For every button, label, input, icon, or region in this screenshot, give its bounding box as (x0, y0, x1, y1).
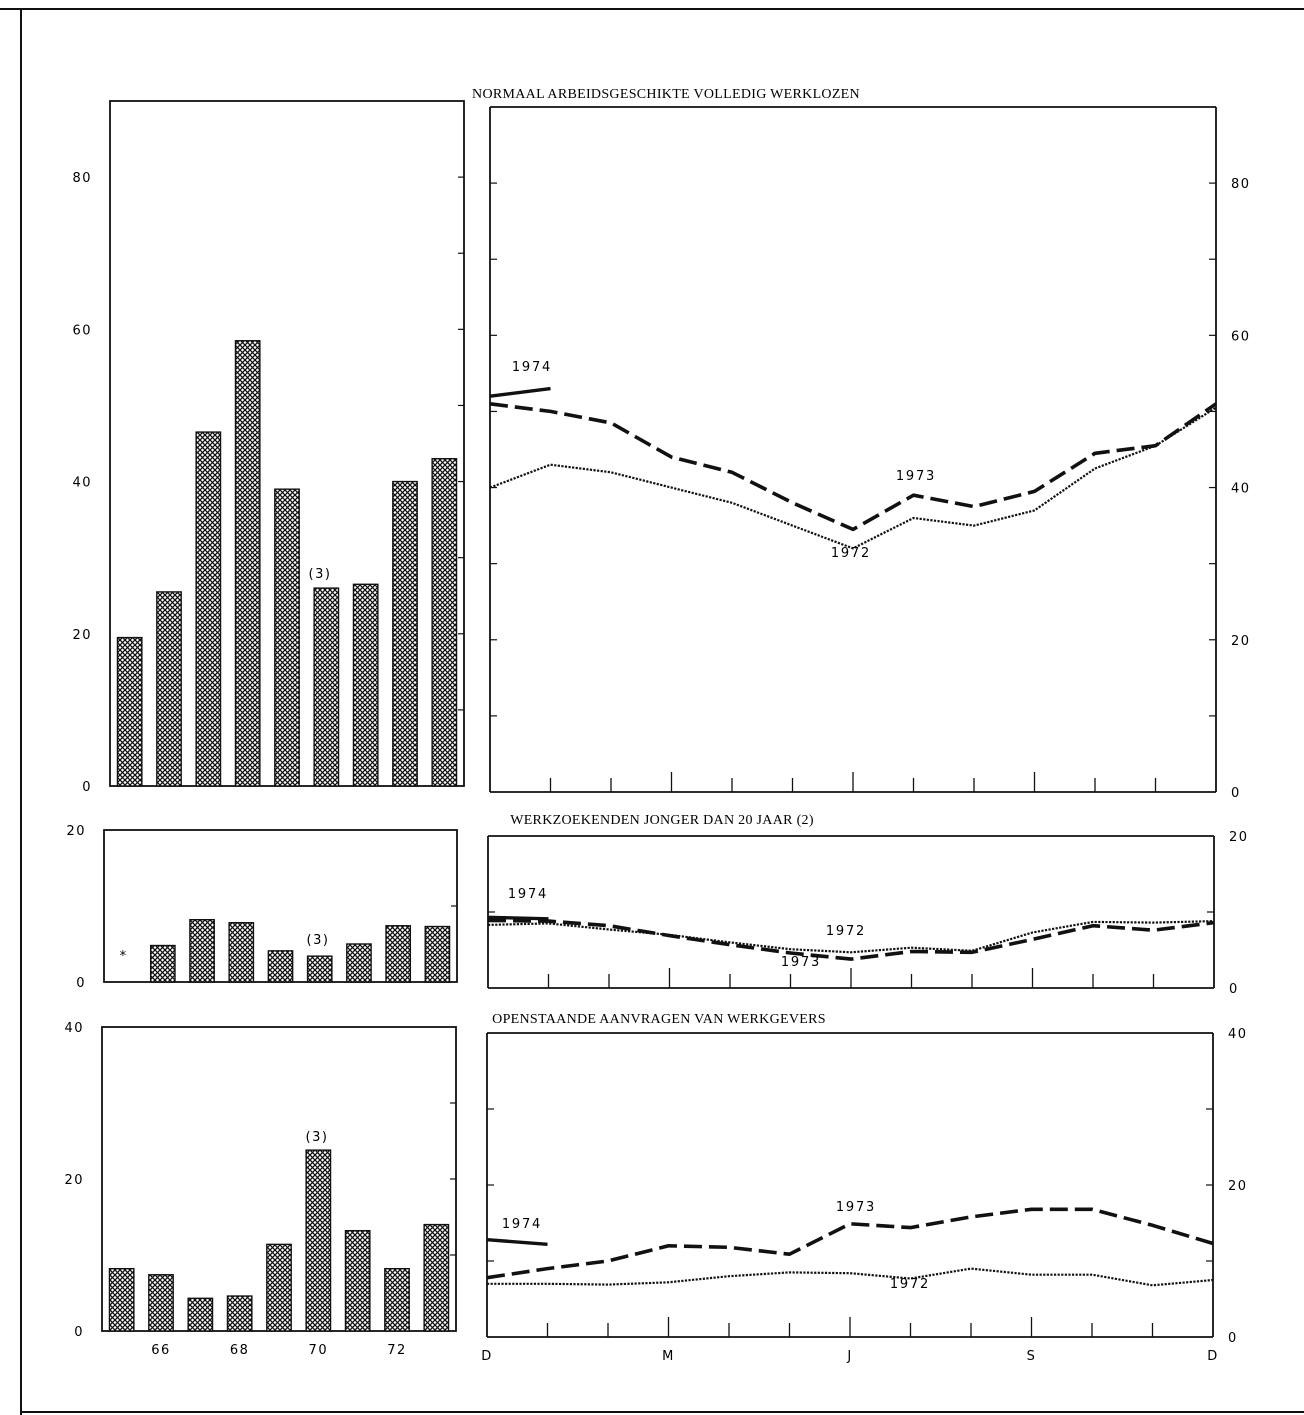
bar-71 (352, 583, 379, 787)
annual-y-tick-label: 40 (72, 476, 92, 491)
month-label: M (662, 1349, 675, 1364)
bar-annotation: (3) (306, 1130, 329, 1145)
annual-y-tick-label: 20 (72, 628, 92, 643)
bar-65 (108, 1267, 135, 1332)
bar-69 (274, 488, 300, 787)
series-1972 (489, 406, 1217, 550)
bar-68 (234, 340, 261, 787)
month-label: D (1207, 1349, 1219, 1364)
annual-y-tick-label: 60 (72, 323, 92, 338)
annual-y-tick-label: 0 (76, 976, 86, 991)
monthly-y-tick-label: 20 (1228, 1179, 1248, 1194)
bar-68 (226, 1295, 253, 1332)
bar-67 (189, 918, 215, 983)
bar-69 (267, 950, 294, 983)
monthly-y-tick-label: 20 (1231, 634, 1251, 649)
bar-71 (346, 943, 372, 983)
monthly-y-tick-label: 20 (1229, 830, 1249, 845)
monthly-y-tick-label: 0 (1228, 1331, 1238, 1346)
monthly-y-tick-label: 0 (1231, 786, 1241, 801)
monthly-y-tick-label: 60 (1231, 329, 1251, 344)
month-label: D (481, 1349, 493, 1364)
series-label-1972: 1972 (890, 1277, 930, 1292)
annual-y-tick-label: 0 (74, 1325, 84, 1340)
section-youth: 0 20 * (3) 0 20 1972 1973 1974 (66, 824, 1249, 997)
series-1974 (487, 915, 549, 921)
title-unemployed: NORMAAL ARBEIDSGESCHIKTE VOLLEDIG WERKLO… (472, 87, 860, 102)
bar-69 (266, 1243, 292, 1332)
annual-x-tick-label: 68 (230, 1343, 250, 1358)
title-youth: WERKZOEKENDEN JONGER DAN 20 JAAR (2) (510, 813, 814, 828)
bar-annotation: (3) (309, 567, 332, 582)
bar-67 (187, 1297, 214, 1332)
monthly-y-tick-label: 80 (1231, 177, 1251, 192)
bar-66 (149, 944, 176, 983)
series-label-1973: 1973 (781, 955, 821, 970)
bar-67 (195, 431, 222, 787)
bar-68 (228, 922, 255, 983)
bar-72 (385, 925, 412, 983)
bar-66 (148, 1274, 174, 1332)
bar-72 (384, 1267, 410, 1332)
section-vacancies: 0 20 40 (3) 66 68 70 72 0 20 40 D M J S D 1972 1973 1974 (64, 1021, 1248, 1364)
series-1972 (487, 920, 1215, 954)
series-label-1974: 1974 (512, 360, 552, 375)
annual-y-tick-label: 0 (82, 780, 92, 795)
series-1973 (489, 402, 1218, 532)
bar-73 (431, 458, 458, 787)
bar-missing-marker: * (120, 949, 128, 964)
monthly-y-tick-label: 40 (1231, 482, 1251, 497)
series-label-1974: 1974 (508, 887, 548, 902)
series-1973 (487, 918, 1215, 961)
series-label-1972: 1972 (831, 546, 871, 561)
monthly-y-tick-label: 40 (1228, 1027, 1248, 1042)
annual-y-tick-label: 40 (64, 1021, 84, 1036)
series-label-1973: 1973 (836, 1200, 876, 1215)
series-1974 (486, 1238, 548, 1246)
bar-70 (313, 587, 340, 787)
series-1973 (486, 1207, 1214, 1280)
series-1972 (487, 1267, 1214, 1287)
series-label-1974: 1974 (502, 1217, 542, 1232)
monthly-y-tick-label: 0 (1229, 982, 1239, 997)
series-label-1972: 1972 (826, 924, 866, 939)
section-unemployed: 0 20 40 60 80 (3) 0 20 40 60 80 1972 1973 1974 (72, 100, 1251, 801)
annual-x-tick-label: 72 (387, 1343, 407, 1358)
bar-73 (423, 1223, 450, 1332)
annual-x-tick-label: 66 (151, 1343, 171, 1358)
bar-72 (392, 480, 418, 787)
annual-x-tick-label: 70 (309, 1343, 329, 1358)
bar-73 (424, 925, 451, 983)
annual-y-tick-label: 20 (66, 824, 86, 839)
annual-y-tick-label: 80 (72, 171, 92, 186)
month-label: J (846, 1349, 852, 1364)
series-1974 (489, 386, 551, 398)
bar-66 (156, 591, 182, 787)
bar-71 (344, 1229, 371, 1332)
month-label: S (1027, 1349, 1037, 1364)
series-label-1973: 1973 (896, 469, 936, 484)
bar-65 (116, 636, 143, 787)
bar-70 (305, 1149, 332, 1332)
annual-y-tick-label: 20 (64, 1173, 84, 1188)
bar-annotation: (3) (307, 933, 330, 948)
bar-70 (306, 955, 333, 983)
title-vacancies: OPENSTAANDE AANVRAGEN VAN WERKGEVERS (492, 1012, 826, 1027)
